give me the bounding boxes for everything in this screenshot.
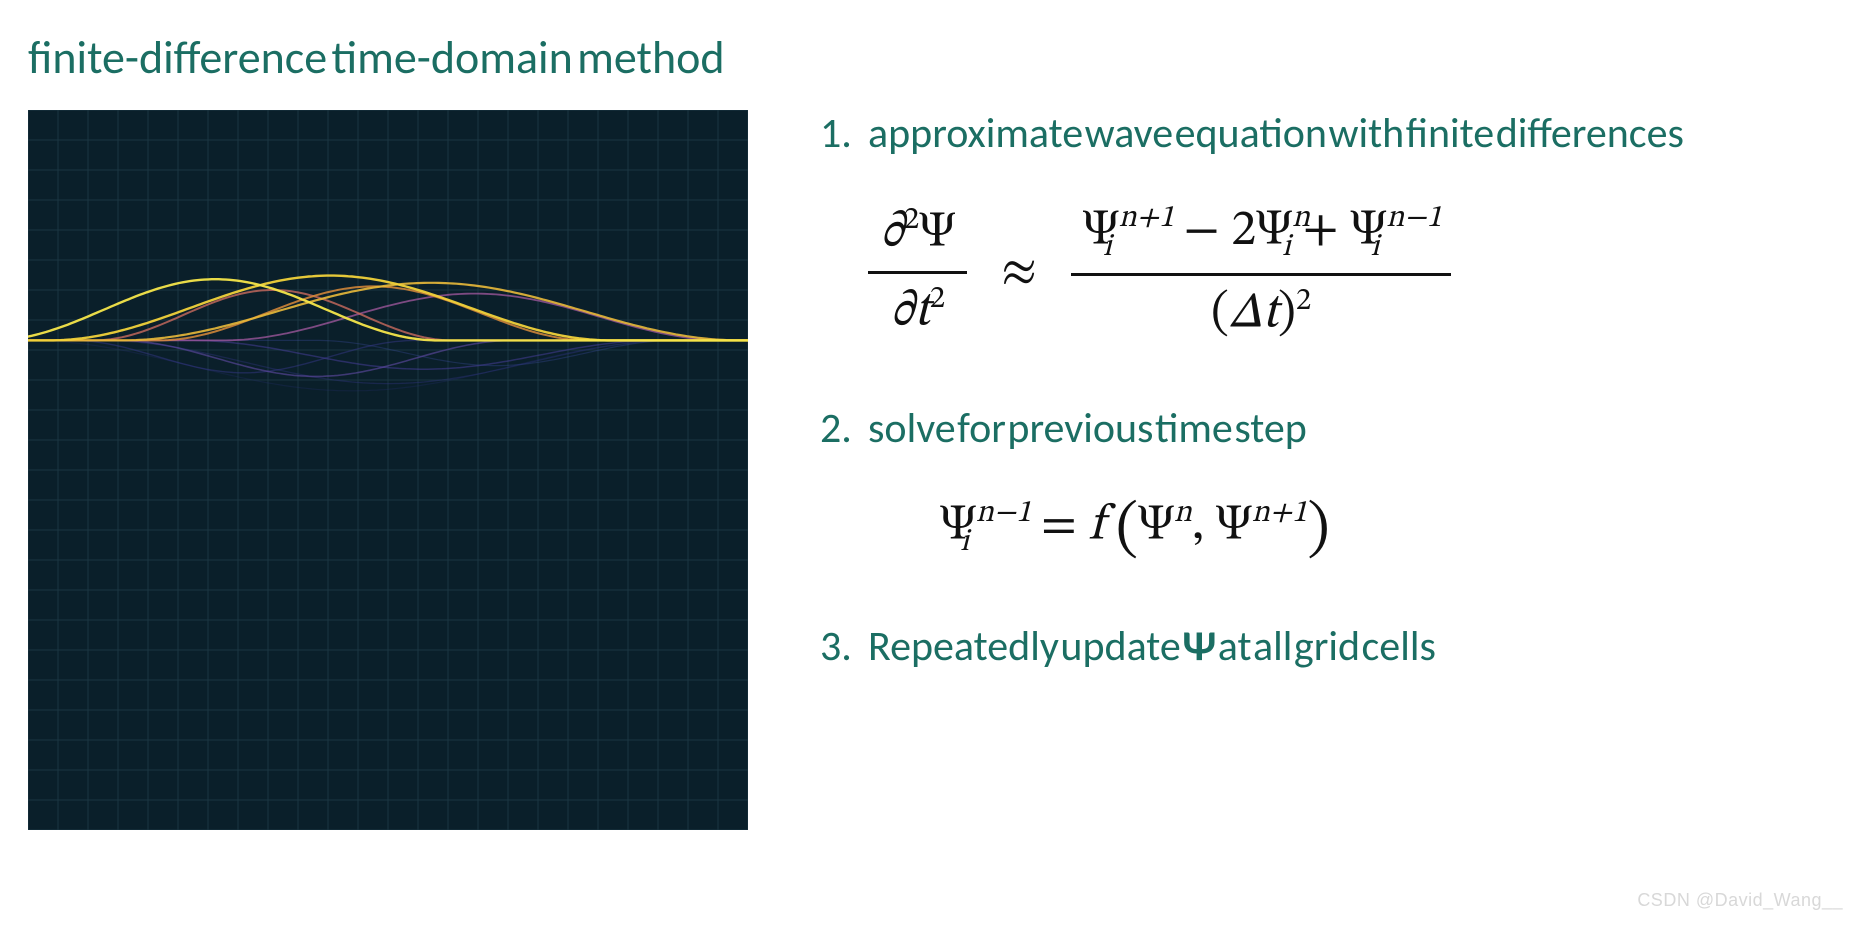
eq1-rhs-psi1: Ψ xyxy=(1083,206,1119,256)
eq1-den-sup: 2 xyxy=(1296,286,1311,317)
eq2-arg2-psi: Ψ xyxy=(1216,501,1252,551)
eq2-equals: = xyxy=(1029,501,1089,551)
wave-svg xyxy=(28,110,748,830)
eq1-rhs-sub1: i xyxy=(1103,232,1112,263)
eq1-partial: ∂ xyxy=(880,208,904,258)
wave-visualization xyxy=(28,110,748,830)
step-3: 3. Repeatedly update Ψ at all grid cells xyxy=(820,621,1820,672)
step-3-pre: Repeatedly update xyxy=(868,621,1182,672)
step-3-psi: Ψ xyxy=(1182,621,1216,672)
eq1-rparen: ) xyxy=(1278,288,1296,338)
eq1-dt-sup: 2 xyxy=(930,284,945,315)
eq1-rhs-sub2: i xyxy=(1282,232,1291,263)
eq1-psi: Ψ xyxy=(919,208,955,258)
step-2-number: 2. xyxy=(820,403,868,454)
equation-2: Ψn−1i = f (Ψn, Ψn+1) xyxy=(940,490,1820,569)
eq1-plus: + xyxy=(1291,206,1351,256)
eq2-lparen: ( xyxy=(1116,490,1138,569)
step-3-post: at all grid cells xyxy=(1216,621,1436,672)
eq1-partial-sup: 2 xyxy=(904,205,919,236)
step-1-text: approximate wave equation with finite di… xyxy=(868,108,1820,159)
eq2-arg1-sup: n xyxy=(1174,498,1192,529)
step-3-text: Repeatedly update Ψ at all grid cells xyxy=(868,621,1820,672)
equation-1: ∂2Ψ ∂t2 ≈ Ψn+1i − 2Ψni + Ψn−1i (Δt)2 xyxy=(860,199,1820,345)
eq2-sub: i xyxy=(960,527,969,558)
eq1-rhs-sup3: n−1 xyxy=(1386,203,1442,234)
watermark: CSDN @David_Wang__ xyxy=(1637,890,1843,911)
step-1-number: 1. xyxy=(820,108,868,159)
eq1-lhs-fraction: ∂2Ψ ∂t2 xyxy=(868,201,967,343)
eq1-delta-t: Δt xyxy=(1229,288,1278,338)
eq1-approx: ≈ xyxy=(1001,241,1037,304)
eq1-rhs-psi3: Ψ xyxy=(1350,206,1386,256)
eq2-psi: Ψ xyxy=(940,501,976,551)
eq2-comma: , xyxy=(1192,501,1216,551)
eq1-lparen: ( xyxy=(1211,288,1229,338)
step-3-number: 3. xyxy=(820,621,868,672)
eq1-rhs-sup1: n+1 xyxy=(1119,203,1175,234)
eq2-rparen: ) xyxy=(1307,490,1329,569)
eq2-arg2-sup: n+1 xyxy=(1252,498,1308,529)
eq2-f: f xyxy=(1089,501,1104,551)
step-2: 2. solve for previous time step xyxy=(820,403,1820,454)
eq1-rhs-sub3: i xyxy=(1371,232,1380,263)
eq1-rhs-fraction: Ψn+1i − 2Ψni + Ψn−1i (Δt)2 xyxy=(1071,199,1452,345)
eq2-arg1-psi: Ψ xyxy=(1138,501,1174,551)
step-1: 1. approximate wave equation with finite… xyxy=(820,108,1820,159)
eq1-dt: ∂t xyxy=(890,286,930,336)
slide-title: finite-difference time-domain method xyxy=(28,30,725,86)
eq1-minus: − 2 xyxy=(1172,206,1256,256)
step-2-text: solve for previous time step xyxy=(868,403,1820,454)
eq2-sup: n−1 xyxy=(976,498,1032,529)
steps-panel: 1. approximate wave equation with finite… xyxy=(820,108,1820,672)
